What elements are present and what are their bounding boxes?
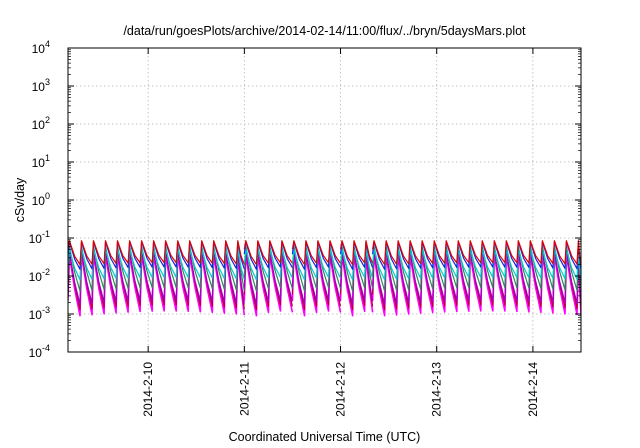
y-tick-label: 10-2 [29,267,50,284]
y-tick-label: 102 [32,115,50,132]
x-tick-label: 2014-2-12 [334,362,348,417]
series-line-4 [68,248,581,281]
y-tick-label: 10-1 [29,229,50,246]
x-tick-label: 2014-2-11 [237,362,251,416]
y-tick-label: 100 [32,191,50,208]
y-tick-label: 103 [32,77,50,94]
series-line-0 [68,254,581,317]
series-group [68,240,581,317]
y-tick-label: 104 [32,39,50,56]
x-tick-label: 2014-2-13 [430,362,444,417]
x-axis-label: Coordinated Universal Time (UTC) [229,430,421,444]
y-tick-label: 10-3 [29,305,50,322]
y-tick-label: 10-4 [29,343,50,360]
series-line-6 [68,240,581,266]
chart-title: /data/run/goesPlots/archive/2014-02-14/1… [123,24,526,38]
y-axis-label: cSv/day [13,177,27,222]
series-line-5 [68,241,581,270]
x-tick-label: 2014-2-14 [526,362,540,417]
ticks: 10-4 10-3 10-2 10-1 100 101 102 103 104 2014-2-10… [29,39,581,417]
series-line-2 [68,252,581,305]
x-tick-label: 2014-2-10 [141,362,155,417]
y-tick-label: 101 [32,153,50,170]
